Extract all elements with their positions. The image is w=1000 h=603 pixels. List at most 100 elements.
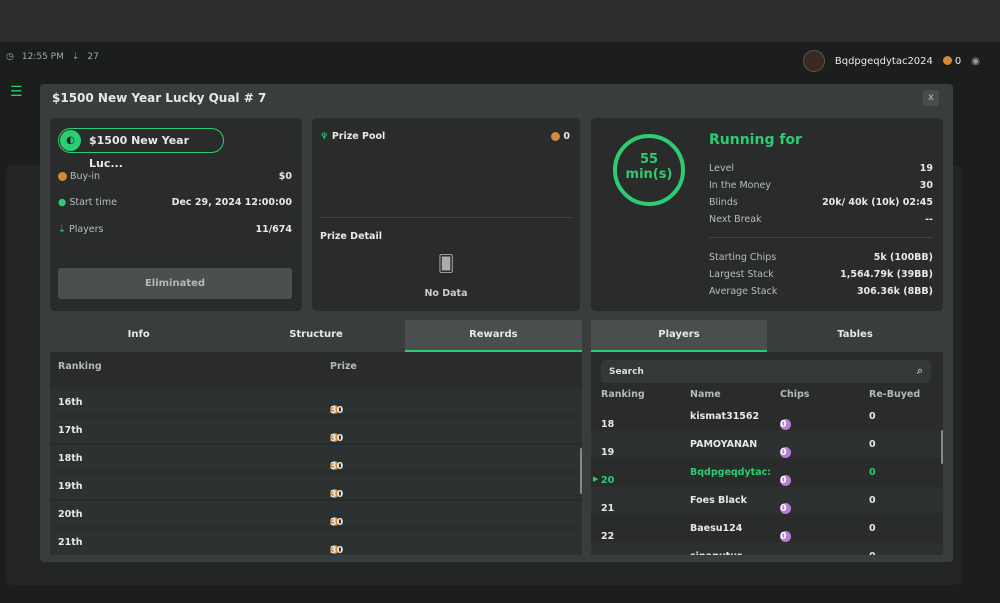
prize-value: 30 xyxy=(330,433,344,444)
label: Starting Chips xyxy=(709,252,777,263)
rank-value: 22 xyxy=(601,531,615,542)
tab-info[interactable]: Info xyxy=(127,329,150,340)
eliminated-button[interactable]: Eliminated xyxy=(58,268,292,299)
value: Dec 29, 2024 12:00:00 xyxy=(171,197,292,208)
player-row[interactable]: ▶ 20 Bqdpgeqdytac: 0 0 xyxy=(591,459,943,486)
prize-value: 30 xyxy=(330,489,344,500)
modal-title: $1500 New Year Lucky Qual # 7 xyxy=(52,91,267,105)
player-row[interactable]: 18 kismat31562 0 0 xyxy=(591,403,943,430)
scrollbar[interactable] xyxy=(580,448,582,494)
close-button[interactable]: x xyxy=(923,90,939,106)
value: -- xyxy=(925,214,933,225)
chip-icon xyxy=(780,447,791,458)
header-chips: Chips xyxy=(780,389,810,400)
chip-icon xyxy=(780,419,791,430)
tab-players[interactable]: Players xyxy=(591,320,767,352)
rank: 18th xyxy=(58,453,83,464)
label: Prize Pool xyxy=(331,131,386,142)
header-rebuyed: Re-Buyed xyxy=(869,389,921,400)
online-count: 27 xyxy=(87,52,99,62)
coin-icon xyxy=(330,517,339,526)
rank-value: 21 xyxy=(601,503,615,514)
coin-icon xyxy=(330,461,339,470)
user-area: Bqdpgeqdytac2024 0 ◉ xyxy=(802,50,980,72)
player-row[interactable]: 19 PAMOYANAN 0 0 xyxy=(591,431,943,458)
reward-row: 18th 30 xyxy=(50,445,582,472)
timer-ring: 55 min(s) xyxy=(613,134,685,206)
chips-value: 0 xyxy=(780,531,787,542)
chip-icon xyxy=(780,503,791,514)
tab-tables[interactable]: Tables xyxy=(837,329,873,340)
value: 0 xyxy=(563,131,570,142)
player-name: PAMOYANAN xyxy=(690,439,758,450)
scrollbar[interactable] xyxy=(941,430,943,464)
rebuy: 0 xyxy=(869,523,876,534)
unit: min(s) xyxy=(625,167,673,182)
tab-rewards[interactable]: Rewards xyxy=(404,320,582,352)
label: Level xyxy=(709,163,735,174)
search-icon[interactable]: ⌕ xyxy=(916,364,923,377)
cards-icon: 🂠 xyxy=(437,254,455,273)
label: Players xyxy=(68,224,104,235)
avatar[interactable] xyxy=(802,50,825,72)
value: 19 xyxy=(919,163,933,174)
blinds-row: Blinds 20k/ 40k (10k) 02:45 xyxy=(709,197,933,208)
label: Buy-in xyxy=(70,171,101,182)
label: Start time xyxy=(69,197,118,208)
current-player-marker-icon: ▶ xyxy=(593,475,599,483)
divider xyxy=(320,217,572,218)
menu-icon[interactable]: ☰ xyxy=(10,84,23,100)
rank: 17th xyxy=(58,425,83,436)
value: 20k/ 40k (10k) 02:45 xyxy=(822,197,933,208)
balance-value: 0 xyxy=(954,55,962,67)
running-card: 55 min(s) Running for Level 19 In the Mone… xyxy=(591,118,943,311)
players-icon: ⇣ xyxy=(58,224,69,235)
players-panel: Players Tables Search ⌕ Ranking Name Chip… xyxy=(591,320,943,555)
tournament-icon: ◐ xyxy=(60,130,81,151)
search-placeholder: Search xyxy=(609,367,644,377)
value: 306.36k (8BB) xyxy=(856,286,933,297)
chips-value: 0 xyxy=(780,475,787,486)
right-tabs: Players Tables xyxy=(591,320,943,352)
header-name: Name xyxy=(690,389,721,400)
chips-value: 0 xyxy=(780,447,787,458)
header-ranking: Ranking xyxy=(58,361,102,372)
reward-row: 19th 30 xyxy=(50,473,582,500)
eye-icon[interactable]: ◉ xyxy=(971,55,980,67)
rebuy: 0 xyxy=(869,551,876,555)
rank-value: 19 xyxy=(601,447,615,458)
info-row-buyin: Buy-in $0 xyxy=(58,171,292,182)
top-bar xyxy=(0,0,1000,42)
player-row[interactable]: 23sinaputur00 xyxy=(591,543,943,555)
tab-structure[interactable]: Structure xyxy=(289,329,343,340)
no-data-text: No Data xyxy=(424,288,468,299)
rewards-panel: Info Structure Rewards Ranking Prize 16t… xyxy=(50,320,582,555)
minutes: 55 xyxy=(639,152,659,167)
player-row[interactable]: 21 Foes Black 0 0 xyxy=(591,487,943,514)
largest-stack-row: Largest Stack 1,564.79k (39BB) xyxy=(709,269,933,280)
label: Average Stack xyxy=(709,286,778,297)
value: 11/674 xyxy=(255,224,292,235)
header-prize: Prize xyxy=(330,361,357,372)
coin-icon xyxy=(551,132,561,141)
reward-row: 17th 30 xyxy=(50,417,582,444)
break-row: Next Break -- xyxy=(709,214,933,225)
player-name: sinaputur xyxy=(690,551,742,555)
coin-icon xyxy=(330,545,339,554)
rebuy: 0 xyxy=(869,439,876,450)
clock-icon: ● xyxy=(58,197,70,208)
search-input[interactable]: Search ⌕ xyxy=(601,360,931,383)
player-name: Bqdpgeqdytac: xyxy=(690,467,772,478)
player-row[interactable]: 22 Baesu124 0 0 xyxy=(591,515,943,542)
clock-icon: ◷ xyxy=(6,52,14,62)
divider xyxy=(709,237,933,238)
rank: 20th xyxy=(58,509,83,520)
prize-value: 30 xyxy=(330,517,344,528)
player-name: Baesu124 xyxy=(690,523,743,534)
coin-icon xyxy=(330,433,339,442)
chips-value: 0 xyxy=(780,419,787,430)
prize-card: ♆ Prize Pool 0 Prize Detail 🂠 No Data xyxy=(312,118,580,311)
reward-row: 16th 30 xyxy=(50,389,582,416)
prize-value: 30 xyxy=(330,545,344,555)
chips-value: 0 xyxy=(780,503,787,514)
